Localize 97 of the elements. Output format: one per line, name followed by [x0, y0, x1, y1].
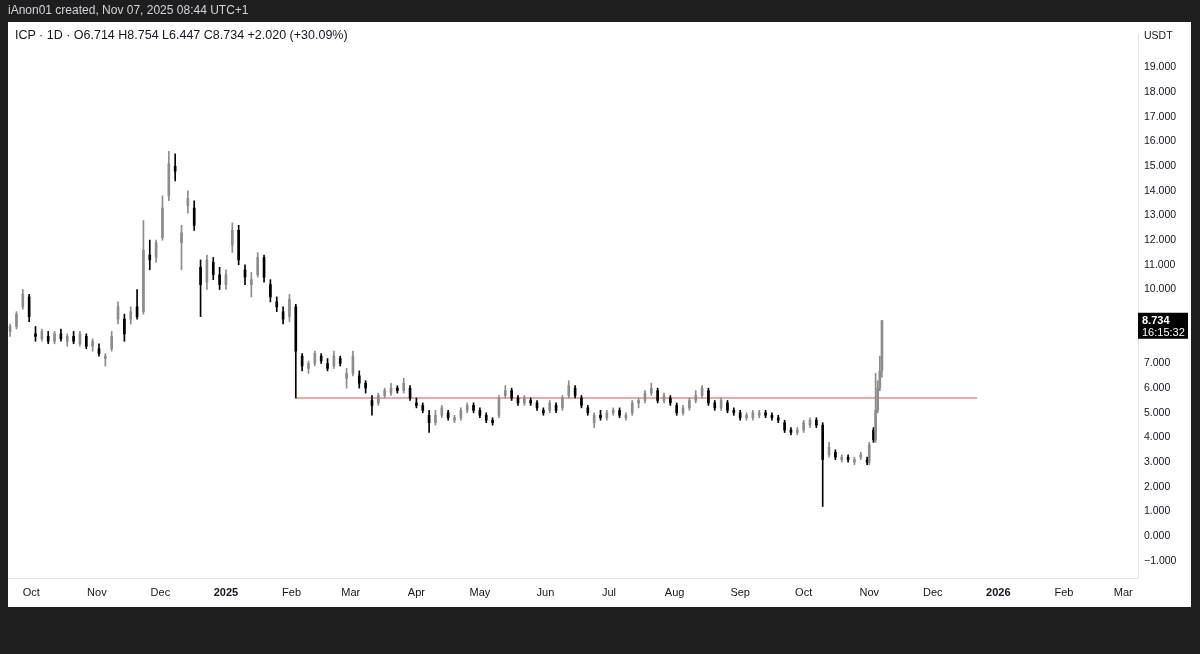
- chart-title: ICP · 1D · O6.714 H8.754 L6.447 C8.734 +2.020 (+30.09%): [15, 28, 348, 42]
- x-tick-label: Mar: [1113, 585, 1133, 598]
- candlestick: [529, 397, 533, 406]
- text: 8.734: [1142, 313, 1171, 326]
- candlestick: [561, 395, 564, 411]
- candlestick: [180, 225, 183, 271]
- y-tick-label: 16.000: [1144, 134, 1177, 147]
- candlestick: [815, 417, 818, 428]
- y-tick-label: 19.000: [1144, 60, 1177, 73]
- candlestick: [434, 410, 437, 426]
- candlestick: [376, 392, 380, 406]
- y-tick-label: 1.000: [1144, 504, 1171, 517]
- candlestick: [345, 368, 348, 389]
- x-tick-label: Oct: [795, 585, 813, 598]
- candlestick: [173, 153, 177, 182]
- y-tick-label: 11.000: [1144, 257, 1176, 270]
- candlestick: [237, 225, 240, 266]
- x-tick-label: Nov: [87, 585, 108, 598]
- candlestick: [637, 397, 640, 409]
- candlestick: [326, 358, 329, 372]
- candlestick: [199, 259, 202, 317]
- y-tick-label: 15.000: [1144, 159, 1177, 172]
- y-tick-label: 12.000: [1144, 233, 1177, 246]
- candlestick: [656, 387, 659, 404]
- y-tick-label: 0.000: [1144, 528, 1171, 541]
- candlestick: [230, 222, 234, 253]
- y-tick-label: 7.000: [1144, 356, 1171, 369]
- x-tick-label: Jun: [536, 585, 555, 598]
- candlestick: [383, 387, 386, 399]
- candlestick: [599, 410, 602, 421]
- candlestick: [764, 410, 767, 419]
- candlestick: [15, 311, 18, 330]
- x-tick-label: 2026: [986, 585, 1011, 598]
- candlestick: [707, 387, 710, 406]
- y-tick-label: 5.000: [1144, 405, 1171, 418]
- y-tick-label: −1.000: [1144, 553, 1177, 566]
- y-tick-label: 4.000: [1144, 430, 1171, 443]
- candlestick: [802, 419, 805, 433]
- candlestick: [364, 380, 367, 394]
- candlestick: [72, 331, 75, 345]
- x-tick-label: Nov: [859, 585, 880, 598]
- candlestick: [104, 353, 107, 367]
- x-tick-label: Mar: [341, 585, 361, 598]
- x-tick-label: Oct: [22, 585, 40, 598]
- x-tick-label: Feb: [1054, 585, 1074, 598]
- x-tick-label: Dec: [922, 585, 944, 598]
- candlestick: [726, 400, 729, 414]
- candlestick: [853, 456, 856, 465]
- x-tick-label: 2025: [213, 585, 239, 598]
- text: iAnon01 created, Nov 07, 2025 08:44 UTC+1: [8, 3, 249, 17]
- x-tick-label: Jul: [601, 585, 617, 598]
- candlestick: [218, 266, 221, 290]
- y-tick-label: 13.000: [1144, 208, 1177, 221]
- candlestick: [783, 419, 786, 433]
- candlestick: [542, 407, 545, 416]
- candlestick: [523, 395, 526, 406]
- candlestick: [110, 331, 114, 352]
- x-tick-label: Sep: [730, 585, 750, 598]
- x-tick-label: Apr: [407, 585, 426, 598]
- y-tick-label: 6.000: [1144, 381, 1171, 394]
- candlestick: [34, 326, 37, 342]
- y-tick-label: 17.000: [1144, 109, 1177, 122]
- x-tick-label: Feb: [282, 585, 302, 598]
- candlestick: [580, 395, 583, 409]
- candlestick: [618, 407, 621, 419]
- candlestick: [415, 397, 418, 409]
- candlestick: [123, 313, 126, 342]
- candlestick: [307, 360, 310, 374]
- candlestick: [834, 449, 837, 460]
- candlestick: [745, 412, 748, 421]
- y-tick-label: 10.000: [1144, 282, 1177, 295]
- x-tick-label: Aug: [664, 585, 685, 598]
- candlestick: [161, 195, 164, 241]
- x-tick-label: Dec: [150, 585, 171, 598]
- candlestick: [91, 338, 94, 352]
- candlestick: [142, 220, 145, 315]
- text: 16:15:32: [1142, 325, 1185, 338]
- candlestick: [795, 427, 799, 436]
- candlestick: [510, 387, 513, 401]
- candlestick: [148, 239, 152, 271]
- y-tick-label: 18.000: [1144, 85, 1177, 98]
- y-tick-label: 3.000: [1144, 455, 1171, 467]
- y-tick-label: 14.000: [1144, 183, 1177, 196]
- y-tick-label: 2.000: [1144, 479, 1171, 492]
- candlestick: [396, 385, 399, 394]
- candlestick: [250, 271, 253, 298]
- x-tick-label: May: [469, 585, 491, 598]
- candlestick: [491, 417, 494, 426]
- candlestick: [669, 395, 672, 406]
- candlestick: [688, 397, 691, 411]
- candlestick: [453, 414, 456, 423]
- candlestick: [288, 294, 291, 322]
- candlestick: [53, 331, 56, 345]
- candlestick: [269, 279, 272, 303]
- candlestick: [472, 402, 475, 414]
- y-axis-title: USDT: [1144, 29, 1173, 42]
- candlestick: [675, 402, 679, 416]
